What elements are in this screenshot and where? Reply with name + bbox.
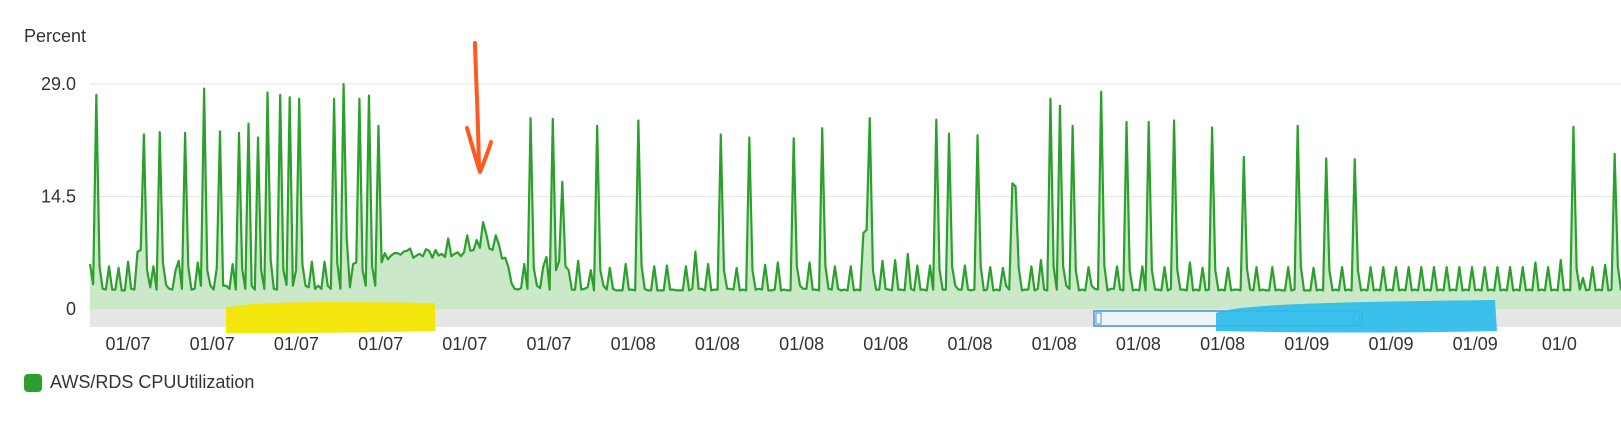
x-tick-label: 01/07: [526, 334, 571, 354]
y-tick-label: 14.5: [41, 187, 76, 207]
x-tick-label: 01/07: [105, 334, 150, 354]
y-tick-label: 0: [66, 299, 76, 319]
x-tick-label: 01/08: [695, 334, 740, 354]
series-line-cpu: [88, 82, 1621, 292]
yellow-highlight-mark: [226, 302, 435, 333]
x-tick-label: 01/09: [1368, 334, 1413, 354]
x-tick-label: 01/07: [358, 334, 403, 354]
x-tick-label: 01/08: [947, 334, 992, 354]
x-tick-label: 01/08: [1032, 334, 1077, 354]
y-tick-label: 29.0: [41, 74, 76, 94]
blue-highlight-mark: [1216, 300, 1497, 333]
legend-swatch-cpu: [24, 373, 42, 392]
x-tick-label: 01/07: [442, 334, 487, 354]
series-area-cpu: [90, 84, 1621, 309]
annotation-arrow-shaft: [473, 41, 481, 170]
x-tick-label: 01/09: [1453, 334, 1498, 354]
x-tick-label: 01/09: [1284, 334, 1329, 354]
legend[interactable]: AWS/RDS CPUUtilization: [24, 372, 254, 393]
x-tick-label: 01/08: [1200, 334, 1245, 354]
navigator-handle-left: [1095, 312, 1102, 325]
x-tick-label: 01/08: [611, 334, 656, 354]
annotation-arrow-head: [465, 126, 493, 174]
x-tick-label: 01/08: [779, 334, 824, 354]
x-tick-label: 01/08: [863, 334, 908, 354]
x-tick-label: 01/08: [1116, 334, 1161, 354]
x-tick-label: 01/07: [274, 334, 319, 354]
x-tick-label: 01/07: [190, 334, 235, 354]
y-axis-title: Percent: [24, 26, 87, 46]
x-tick-label: 01/0: [1542, 334, 1577, 354]
legend-label-cpu: AWS/RDS CPUUtilization: [50, 372, 255, 392]
